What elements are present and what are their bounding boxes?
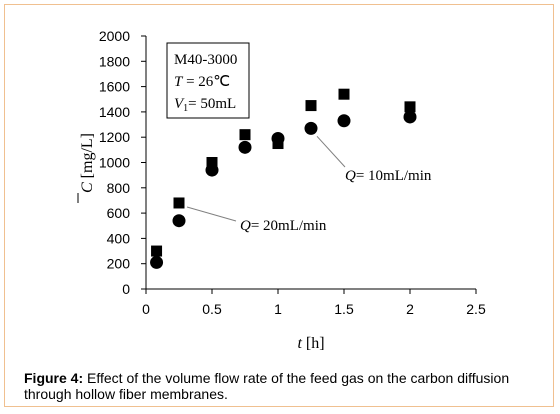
data-point-circle bbox=[205, 163, 219, 177]
y-tick-label: 1800 bbox=[99, 53, 130, 69]
data-point-circle bbox=[337, 114, 351, 128]
figure-frame bbox=[4, 4, 554, 407]
x-tick-label: 0 bbox=[142, 301, 150, 317]
y-tick-label: 800 bbox=[107, 180, 131, 196]
legend-line-1: M40-3000 bbox=[174, 52, 237, 68]
legend-line-3: V1= 50mL bbox=[174, 96, 236, 114]
data-point-circle bbox=[403, 110, 417, 124]
legend-line-2: T = 26℃ bbox=[174, 74, 230, 90]
y-tick-label: 400 bbox=[107, 230, 131, 246]
legend-box: M40-3000 T = 26℃ V1= 50mL bbox=[166, 42, 250, 119]
y-tick-label: 0 bbox=[122, 281, 130, 297]
y-tick-label: 1400 bbox=[99, 104, 130, 120]
leader-line-20 bbox=[186, 206, 237, 222]
annotation-10mL: Q= 10mL/min bbox=[345, 168, 432, 184]
x-tick-label: 1.5 bbox=[334, 301, 354, 317]
y-tick-label: 1000 bbox=[99, 155, 130, 171]
data-point-circle bbox=[172, 214, 186, 228]
data-point-square bbox=[404, 101, 416, 113]
data-point-square bbox=[239, 129, 251, 141]
y-tick-label: 2000 bbox=[99, 28, 130, 44]
y-tick-label: 200 bbox=[107, 256, 131, 272]
data-point-circle bbox=[304, 121, 318, 135]
x-tick-label: 2 bbox=[406, 301, 414, 317]
caption-label: Figure 4: bbox=[24, 370, 84, 386]
svg-text:C [mg/L]: C [mg/L] bbox=[79, 133, 96, 193]
data-point-square bbox=[173, 197, 185, 209]
x-tick-label: 1 bbox=[274, 301, 282, 317]
y-tick-label: 1600 bbox=[99, 79, 130, 95]
annotations: Q= 10mL/min Q= 20mL/min bbox=[186, 136, 432, 234]
data-point-circle bbox=[238, 140, 252, 154]
data-point-circle bbox=[150, 255, 164, 269]
data-point-square bbox=[305, 100, 317, 112]
data-point-square bbox=[338, 88, 350, 100]
data-points bbox=[150, 88, 417, 269]
x-ticks: 0 0.5 1 1.5 2 2.5 bbox=[142, 289, 486, 317]
data-point-square bbox=[206, 157, 218, 168]
x-tick-label: 2.5 bbox=[466, 301, 486, 317]
data-point-circle bbox=[271, 131, 285, 145]
x-axis-label: t [h] bbox=[297, 335, 324, 352]
y-axis-label: C [mg/L] bbox=[77, 133, 96, 203]
caption-text: Effect of the volume flow rate of the fe… bbox=[24, 370, 510, 402]
y-ticks: 0 200 400 600 800 1000 1200 1400 1600 1800 2000 bbox=[99, 28, 146, 297]
data-point-square bbox=[151, 245, 163, 257]
y-tick-label: 1200 bbox=[99, 129, 130, 145]
figure-caption: Figure 4: Effect of the volume flow rate… bbox=[24, 370, 544, 402]
leader-line-10 bbox=[316, 136, 346, 168]
y-tick-label: 600 bbox=[107, 205, 131, 221]
annotation-20mL: Q= 20mL/min bbox=[240, 218, 327, 234]
x-tick-label: 0.5 bbox=[202, 301, 222, 317]
